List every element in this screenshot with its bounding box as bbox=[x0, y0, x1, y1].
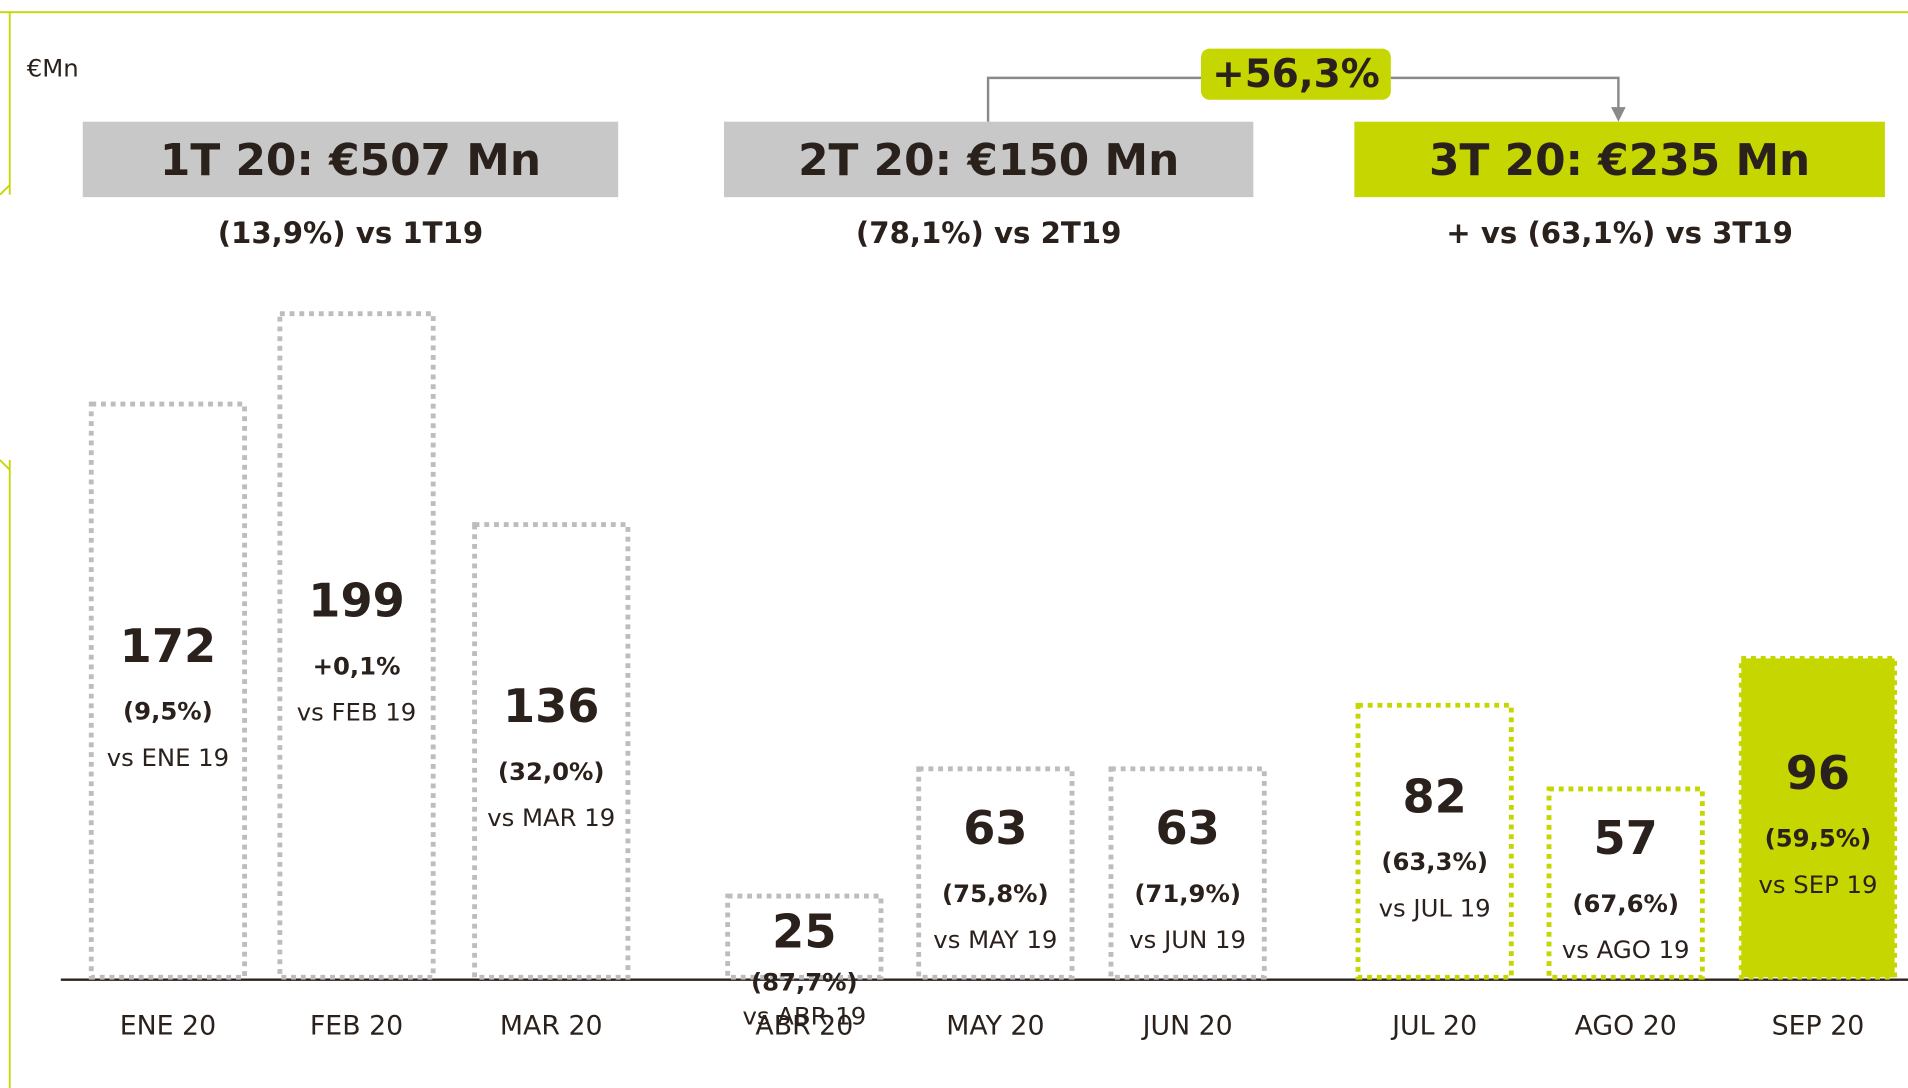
bar bbox=[88, 401, 248, 980]
bar bbox=[916, 766, 1075, 980]
change-label: (71,9%) bbox=[1134, 879, 1241, 908]
bar bbox=[725, 893, 884, 980]
frame bbox=[0, 11, 1908, 1088]
change-label: (9,5%) bbox=[123, 697, 213, 726]
change-label: (75,8%) bbox=[942, 879, 1049, 908]
bar bbox=[277, 311, 436, 980]
arrow-head bbox=[1611, 107, 1626, 122]
change-label: (67,6%) bbox=[1572, 889, 1679, 918]
connector bbox=[986, 76, 1620, 122]
x-tick-label: ENE 20 bbox=[120, 1011, 216, 1042]
value-label: 172 bbox=[120, 619, 217, 673]
x-tick-label: JUL 20 bbox=[1390, 1011, 1477, 1042]
x-tick-label: SEP 20 bbox=[1772, 1011, 1865, 1042]
value-label: 63 bbox=[1155, 801, 1219, 855]
change-label: (59,5%) bbox=[1765, 824, 1872, 853]
x-tick-label: ABR 20 bbox=[755, 1011, 853, 1042]
value-label: 25 bbox=[772, 904, 836, 958]
comparison-label: vs SEP 19 bbox=[1758, 870, 1877, 899]
bar bbox=[472, 522, 631, 980]
comparison-label: vs ABR 19 bbox=[742, 1002, 866, 1031]
change-label: (87,7%) bbox=[751, 968, 858, 997]
unit-label: €Mn bbox=[27, 53, 79, 82]
value-label: 199 bbox=[308, 574, 405, 628]
value-label: 96 bbox=[1786, 746, 1850, 800]
quarter-label: 1T 20: €507 Mn bbox=[160, 135, 541, 186]
x-tick-label: MAY 20 bbox=[946, 1011, 1044, 1042]
comparison-label: vs MAR 19 bbox=[487, 803, 615, 832]
bar bbox=[1355, 702, 1514, 980]
x-tick-label: JUN 20 bbox=[1141, 1011, 1233, 1042]
comparison-label: vs MAY 19 bbox=[933, 925, 1057, 954]
quarter-label: 3T 20: €235 Mn bbox=[1429, 135, 1810, 186]
growth-pill bbox=[1201, 48, 1391, 100]
x-tick-label: FEB 20 bbox=[310, 1011, 403, 1042]
quarter-change: (78,1%) vs 2T19 bbox=[856, 216, 1121, 250]
quarter-box bbox=[724, 121, 1254, 198]
comparison-label: vs AGO 19 bbox=[1562, 935, 1690, 964]
comparison-label: vs JUL 19 bbox=[1379, 893, 1491, 922]
x-tick-label: MAR 20 bbox=[500, 1011, 603, 1042]
value-label: 63 bbox=[963, 801, 1027, 855]
quarter-label: 2T 20: €150 Mn bbox=[798, 135, 1179, 186]
value-label: 136 bbox=[503, 679, 600, 733]
bar bbox=[1108, 766, 1267, 980]
change-label: (32,0%) bbox=[498, 757, 605, 786]
change-label: +0,1% bbox=[313, 651, 401, 680]
bar bbox=[1546, 786, 1705, 980]
growth-label: +56,3% bbox=[1212, 52, 1380, 97]
change-label: (63,3%) bbox=[1381, 847, 1488, 876]
quarter-box bbox=[82, 121, 619, 198]
comparison-label: vs FEB 19 bbox=[297, 698, 417, 727]
comparison-label: vs ENE 19 bbox=[107, 743, 229, 772]
quarter-box bbox=[1354, 121, 1885, 198]
quarter-change: + vs (63,1%) vs 3T19 bbox=[1446, 216, 1793, 250]
value-label: 57 bbox=[1594, 811, 1658, 865]
value-label: 82 bbox=[1402, 769, 1466, 823]
x-tick-label: AGO 20 bbox=[1575, 1011, 1677, 1042]
quarter-change: (13,9%) vs 1T19 bbox=[218, 216, 483, 250]
comparison-label: vs JUN 19 bbox=[1129, 925, 1246, 954]
bar bbox=[1738, 655, 1898, 980]
